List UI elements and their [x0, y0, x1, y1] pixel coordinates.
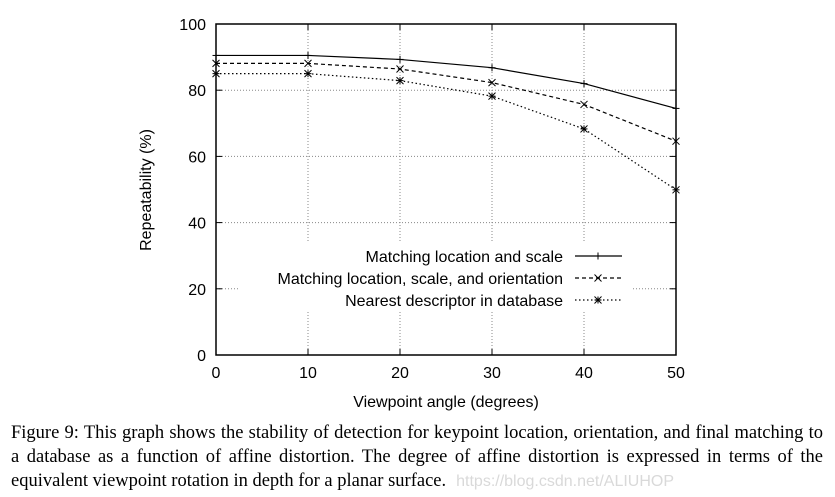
x-tick-label: 30	[483, 365, 501, 382]
legend-background	[240, 242, 632, 312]
x-tick-label: 20	[391, 365, 409, 382]
y-tick-label: 80	[188, 83, 206, 100]
line-chart: 0 10 20 30 40 50 0 20 40 60 80 100 Matching locatio…	[138, 17, 685, 411]
x-tick-label: 50	[667, 365, 685, 382]
series-2	[212, 59, 680, 146]
y-tick-label: 100	[179, 17, 206, 34]
y-tick-label: 0	[197, 348, 206, 365]
x-axis-label: Viewpoint angle (degrees)	[353, 394, 539, 411]
legend-label: Matching location and scale	[366, 249, 564, 266]
grid-lines	[216, 24, 676, 355]
x-tick-label: 10	[299, 365, 317, 382]
watermark: https://blog.csdn.net/ALIUHOP	[456, 473, 675, 490]
figure-caption: Figure 9: This graph shows the stability…	[11, 421, 823, 494]
y-tick-label: 60	[188, 149, 206, 166]
series-3	[212, 69, 680, 194]
y-axis-label: Repeatability (%)	[138, 129, 155, 251]
axis-ticks: 0 10 20 30 40 50 0 20 40 60 80 100	[179, 17, 685, 382]
legend-label: Nearest descriptor in database	[345, 293, 563, 310]
y-tick-label: 20	[188, 282, 206, 299]
caption-text: Figure 9: This graph shows the stability…	[11, 423, 823, 491]
x-tick-label: 0	[212, 365, 221, 382]
x-tick-label: 40	[575, 365, 593, 382]
legend-label: Matching location, scale, and orientatio…	[277, 271, 563, 288]
series-1	[212, 51, 680, 112]
y-tick-label: 40	[188, 216, 206, 233]
data-series	[212, 51, 680, 194]
legend: Matching location and scale Matching loca…	[277, 249, 622, 310]
